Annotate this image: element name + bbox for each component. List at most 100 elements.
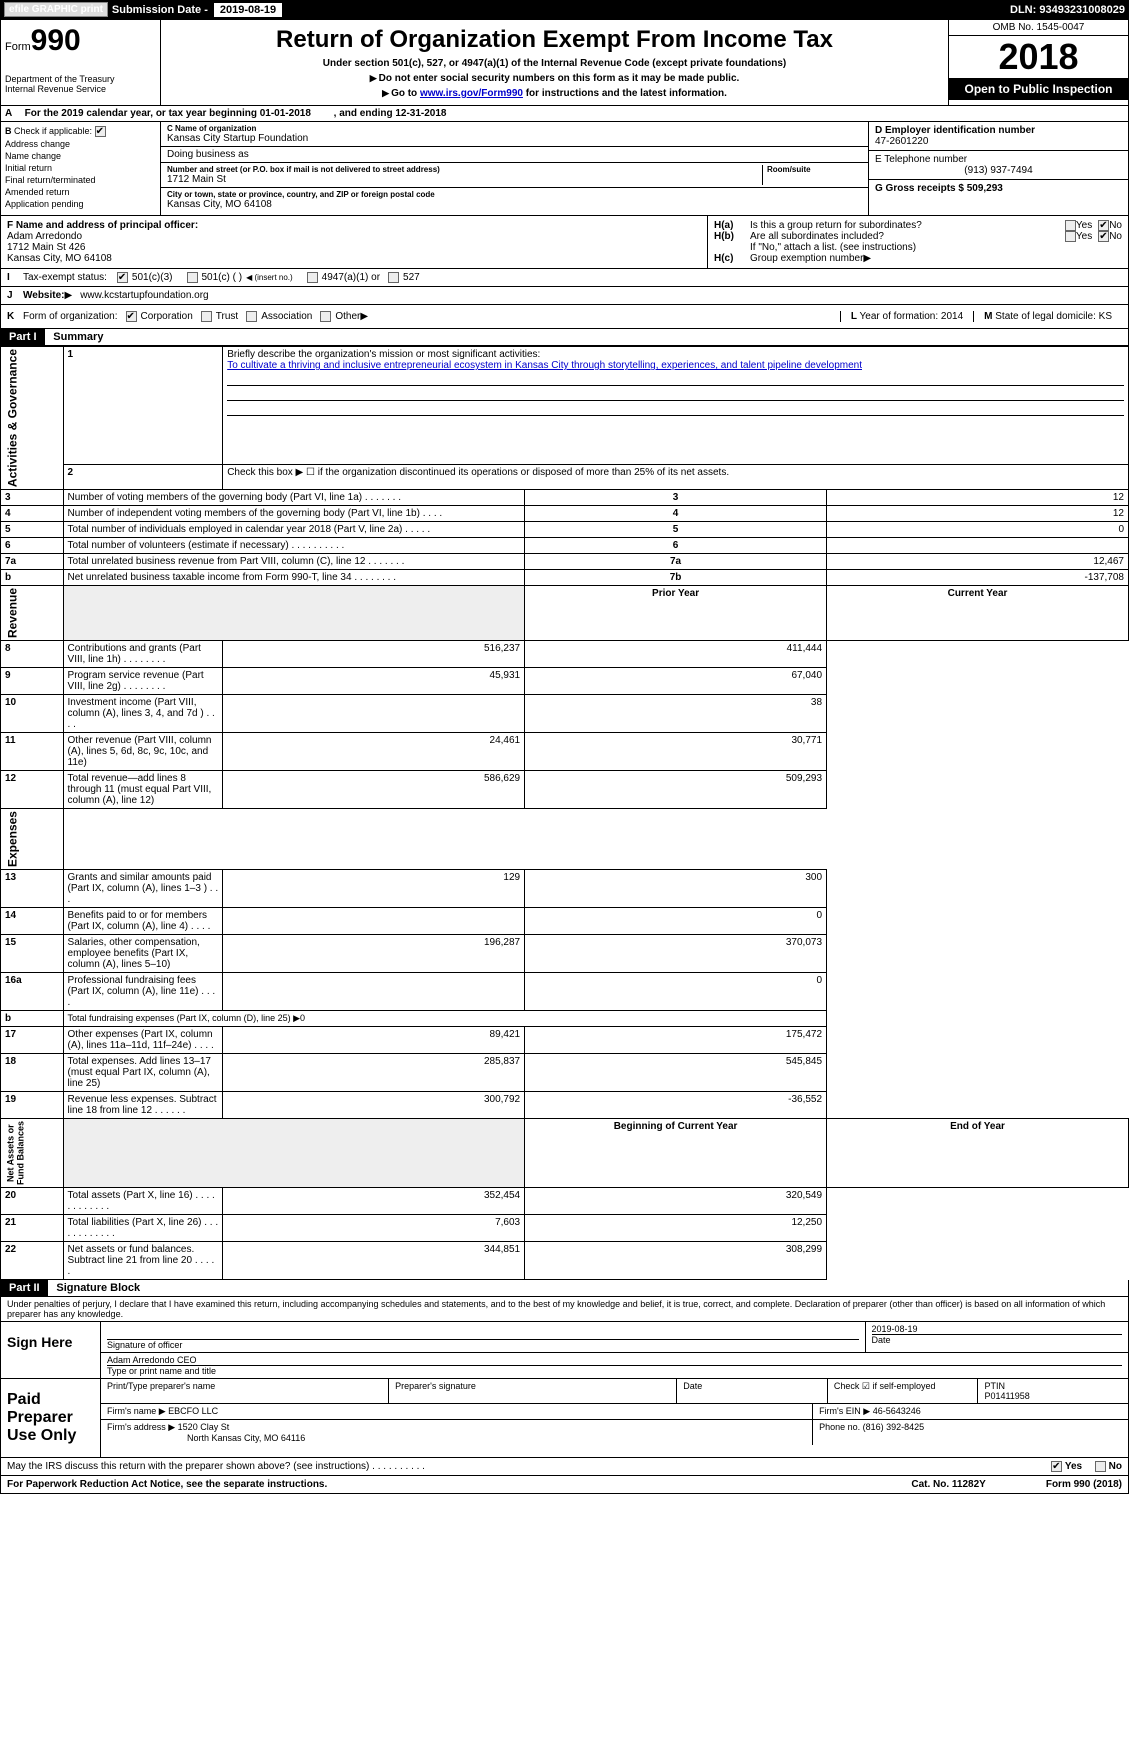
side-rev: Revenue xyxy=(1,586,64,641)
sub1: Under section 501(c), 527, or 4947(a)(1)… xyxy=(171,58,938,69)
f-addr1: 1712 Main St 426 xyxy=(7,242,85,253)
row-num: 5 xyxy=(1,522,64,538)
h-b-yes[interactable] xyxy=(1065,231,1076,242)
i-o1: 501(c)(3) xyxy=(132,272,173,283)
row-text: Investment income (Part VIII, column (A)… xyxy=(63,695,223,733)
row-num: 11 xyxy=(1,733,64,771)
k-corp[interactable] xyxy=(126,311,137,322)
part2-header: Part II Signature Block xyxy=(0,1280,1129,1297)
row-curr: 320,549 xyxy=(525,1188,827,1215)
i-o3: 4947(a)(1) or xyxy=(322,272,380,283)
row-curr: 38 xyxy=(525,695,827,733)
efile-label: efile GRAPHIC print xyxy=(4,2,108,17)
m-lbl: M xyxy=(984,311,992,322)
m-text: State of legal domicile: KS xyxy=(995,311,1112,322)
row-val: -137,708 xyxy=(827,570,1129,586)
sign-typed-lbl: Type or print name and title xyxy=(107,1366,216,1376)
h-a-yes[interactable] xyxy=(1065,220,1076,231)
firm-addr-lbl: Firm's address xyxy=(107,1422,166,1432)
underline3 xyxy=(227,403,1124,416)
dln: DLN: 93493231008029 xyxy=(1010,4,1125,16)
row-text: Total number of volunteers (estimate if … xyxy=(63,538,525,554)
fh-row: F Name and address of principal officer:… xyxy=(0,216,1129,269)
i-501c3[interactable] xyxy=(117,272,128,283)
k-other[interactable] xyxy=(320,311,331,322)
perjury: Under penalties of perjury, I declare th… xyxy=(0,1297,1129,1322)
form-prefix: Form xyxy=(5,41,31,53)
c-city-val: Kansas City, MO 64108 xyxy=(167,199,862,210)
sig-officer-lbl: Signature of officer xyxy=(107,1340,182,1350)
k-o1: Corporation xyxy=(141,311,193,322)
row-text: Total liabilities (Part X, line 26) . . … xyxy=(63,1215,223,1242)
k-text: Form of organization: xyxy=(23,311,118,322)
h-a-no[interactable] xyxy=(1098,220,1109,231)
b-item: Address change xyxy=(5,139,156,149)
row-key: 7b xyxy=(525,570,827,586)
row-prior: 300,792 xyxy=(223,1092,525,1119)
row-klm: K Form of organization: Corporation Trus… xyxy=(0,305,1129,329)
row-num: 17 xyxy=(1,1027,64,1054)
firm-city: North Kansas City, MO 64116 xyxy=(107,1433,305,1443)
c-dba-lbl: Doing business as xyxy=(167,149,862,160)
f-name: Adam Arredondo xyxy=(7,231,82,242)
i-501c[interactable] xyxy=(187,272,198,283)
row-curr: 30,771 xyxy=(525,733,827,771)
irs-link[interactable]: www.irs.gov/Form990 xyxy=(420,88,523,99)
sub-date-label: Submission Date - xyxy=(112,4,208,16)
row-text: Total assets (Part X, line 16) . . . . .… xyxy=(63,1188,223,1215)
box-b: B Check if applicable: Address changeNam… xyxy=(1,122,161,215)
l1-val[interactable]: To cultivate a thriving and inclusive en… xyxy=(227,360,862,371)
firm-name-lbl: Firm's name xyxy=(107,1406,156,1416)
i-text: Tax-exempt status: xyxy=(23,272,107,283)
d-ein-val: 47-2601220 xyxy=(875,136,928,147)
row-num: 21 xyxy=(1,1215,64,1242)
row-curr: 545,845 xyxy=(525,1054,827,1092)
underline1 xyxy=(227,373,1124,386)
j-lbl: J xyxy=(7,290,23,301)
row-a-text: For the 2019 calendar year, or tax year … xyxy=(25,108,311,119)
row-num: 3 xyxy=(1,490,64,506)
firm-addr: 1520 Clay St xyxy=(178,1422,230,1432)
side-net: Net Assets or Fund Balances xyxy=(1,1119,64,1188)
k-trust[interactable] xyxy=(201,311,212,322)
row-curr: 175,472 xyxy=(525,1027,827,1054)
row-curr: 0 xyxy=(525,973,827,1011)
side-gov: Activities & Governance xyxy=(1,347,64,490)
i-lbl: I xyxy=(7,272,23,283)
c-dba: Doing business as xyxy=(161,147,868,163)
discuss-yes[interactable] xyxy=(1051,1461,1062,1472)
part1-header: Part I Summary xyxy=(0,329,1129,346)
row-text: Number of independent voting members of … xyxy=(63,506,525,522)
checkbox-applicable[interactable] xyxy=(95,126,106,137)
omb: OMB No. 1545-0047 xyxy=(949,20,1128,36)
part1-label: Part I xyxy=(1,329,45,345)
row-num: 4 xyxy=(1,506,64,522)
sign-typed: Adam Arredondo CEO xyxy=(107,1355,1122,1366)
k-assoc[interactable] xyxy=(246,311,257,322)
row-num: 7a xyxy=(1,554,64,570)
side-exp: Expenses xyxy=(1,809,64,870)
c-name-lbl: C Name of organization xyxy=(167,124,862,133)
main-block: B Check if applicable: Address changeNam… xyxy=(0,122,1129,216)
i-527[interactable] xyxy=(388,272,399,283)
form-title: Return of Organization Exempt From Incom… xyxy=(171,26,938,54)
row-curr: 411,444 xyxy=(525,641,827,668)
box-f: F Name and address of principal officer:… xyxy=(1,216,708,268)
sign-body: Signature of officer 2019-08-19 Date Ada… xyxy=(101,1322,1128,1378)
row-prior: 24,461 xyxy=(223,733,525,771)
f-lbl: F Name and address of principal officer: xyxy=(7,220,198,231)
sub3b: for instructions and the latest informat… xyxy=(523,88,727,99)
row-curr: 509,293 xyxy=(525,771,827,809)
row-prior xyxy=(223,695,525,733)
h-c: Group exemption number xyxy=(750,253,863,264)
j-text: Website: xyxy=(23,290,65,301)
part1-title: Summary xyxy=(47,331,103,343)
e-tel-val: (913) 937-7494 xyxy=(875,165,1122,176)
row-prior: 196,287 xyxy=(223,935,525,973)
i-4947[interactable] xyxy=(307,272,318,283)
part2-label: Part II xyxy=(1,1280,48,1296)
row-key: 7a xyxy=(525,554,827,570)
row-curr: 0 xyxy=(525,908,827,935)
discuss-no[interactable] xyxy=(1095,1461,1106,1472)
h-b-no[interactable] xyxy=(1098,231,1109,242)
